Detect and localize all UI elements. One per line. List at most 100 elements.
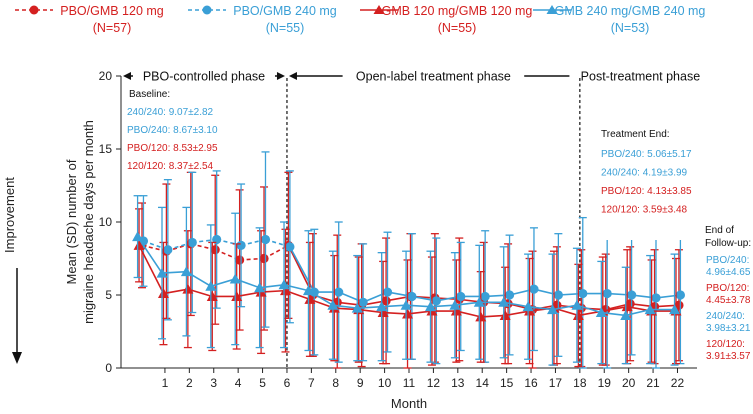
series-line [285,289,311,301]
treatment-end-value: PBO/120: 4.13±3.85 [601,186,692,197]
followup-value: 4.45±3.78 [706,295,751,306]
data-point [182,283,194,294]
data-point [132,231,144,242]
legend-label: GMB 240 mg/GMB 240 mg [555,4,706,18]
improvement-indicator: Improvement [2,177,22,364]
data-point [675,290,686,300]
series-line [528,305,553,311]
series-line [332,304,358,309]
y-tick-label: 0 [105,361,112,375]
series-line [456,310,481,318]
baseline-value: 120/120: 8.37±2.54 [127,161,214,172]
legend-item: PBO/GMB 120 mg (N=57) [15,4,164,35]
data-point [180,266,192,277]
series-line [625,308,651,317]
data-point [578,288,588,299]
data-point [157,288,169,299]
series-line [358,308,384,314]
phase-label-open-bg [342,67,525,85]
series-line [552,304,578,311]
data-point [260,234,271,245]
x-tick-label: 5 [259,376,266,390]
followup-value: 4.96±4.65 [706,267,751,278]
x-tick-label: 9 [357,376,364,390]
legend-label: PBO/GMB 120 mg [60,4,164,18]
series-line [357,305,382,309]
series-line [430,304,455,308]
treatment-end-title: Treatment End: [601,129,670,140]
data-point [626,290,637,300]
followup-value: 3.98±3.21 [706,323,751,334]
data-point [229,273,241,284]
legend-n: (N=57) [93,21,132,35]
series-line [161,270,187,274]
baseline-value: 240/240: 9.07±2.82 [127,107,214,118]
x-tick-label: 11 [403,376,416,390]
data-point [644,304,656,315]
treatment-end-bg [597,126,691,240]
data-point [572,309,584,320]
data-point [304,293,316,304]
baseline-value: PBO/240: 8.67±3.10 [127,125,218,136]
phase-markers: PBO-controlled phase Open-label treatment… [123,67,712,368]
series-line [289,246,316,293]
phase-arrow-open-head-left [288,72,297,80]
x-tick-label: 17 [549,376,563,390]
data-point [529,284,539,294]
data-point [504,290,515,300]
data-point [620,309,632,320]
x-tick-label: 8 [332,376,339,390]
phase-label-post-bg [569,67,712,85]
x-tick-label: 1 [162,376,169,390]
series-line [283,284,309,292]
data-point [280,285,292,296]
annotations: Baseline: 240/240: 9.07±2.82 PBO/240: 8.67… [127,89,751,362]
data-point [480,291,490,302]
series-line [407,310,433,315]
data-point [431,296,441,306]
y-tick-label: 15 [99,142,113,156]
series-1 [138,151,686,369]
series-line [187,288,213,298]
followup-group: 120/120: [706,339,745,350]
phase-label-open: Open-label treatment phase [356,70,511,84]
data-point [602,288,612,299]
series-line [163,288,189,295]
x-tick-label: 15 [500,376,514,390]
data-point [163,245,173,255]
legend-label: PBO/GMB 240 mg [233,4,337,18]
data-point [236,240,246,250]
legend-n: (N=55) [266,21,305,35]
data-point [450,305,462,316]
series-line [503,301,529,308]
data-point [351,302,363,313]
x-tick-label: 21 [646,376,660,390]
y-tick-label: 20 [99,69,113,83]
data-point [382,287,393,297]
x-tick-label: 19 [598,376,612,390]
series-line [480,314,506,318]
series-3 [132,195,681,366]
legend: PBO/GMB 120 mg (N=57) PBO/GMB 240 mg (N=55)… [15,4,705,35]
x-tick-label: 20 [622,376,636,390]
baseline-title: Baseline: [129,89,170,100]
followup-value: 3.91±3.57 [706,351,751,362]
x-tick-label: 4 [235,376,242,390]
y-axis-title-1: Mean (SD) number of [64,159,79,284]
x-tick-label: 16 [524,376,538,390]
data-point [595,307,607,318]
legend-marker [373,5,385,14]
data-point [358,297,368,307]
data-point [302,285,314,296]
data-point [499,309,511,320]
legend-label: GMB 120 mg/GMB 120 mg [382,4,533,18]
series-line [210,278,236,288]
data-point [449,299,461,310]
data-point [456,291,466,302]
treatment-end-value: 120/120: 3.59±3.48 [601,205,688,216]
series-line [505,310,530,317]
series-line [136,236,163,274]
series-line [234,278,260,289]
